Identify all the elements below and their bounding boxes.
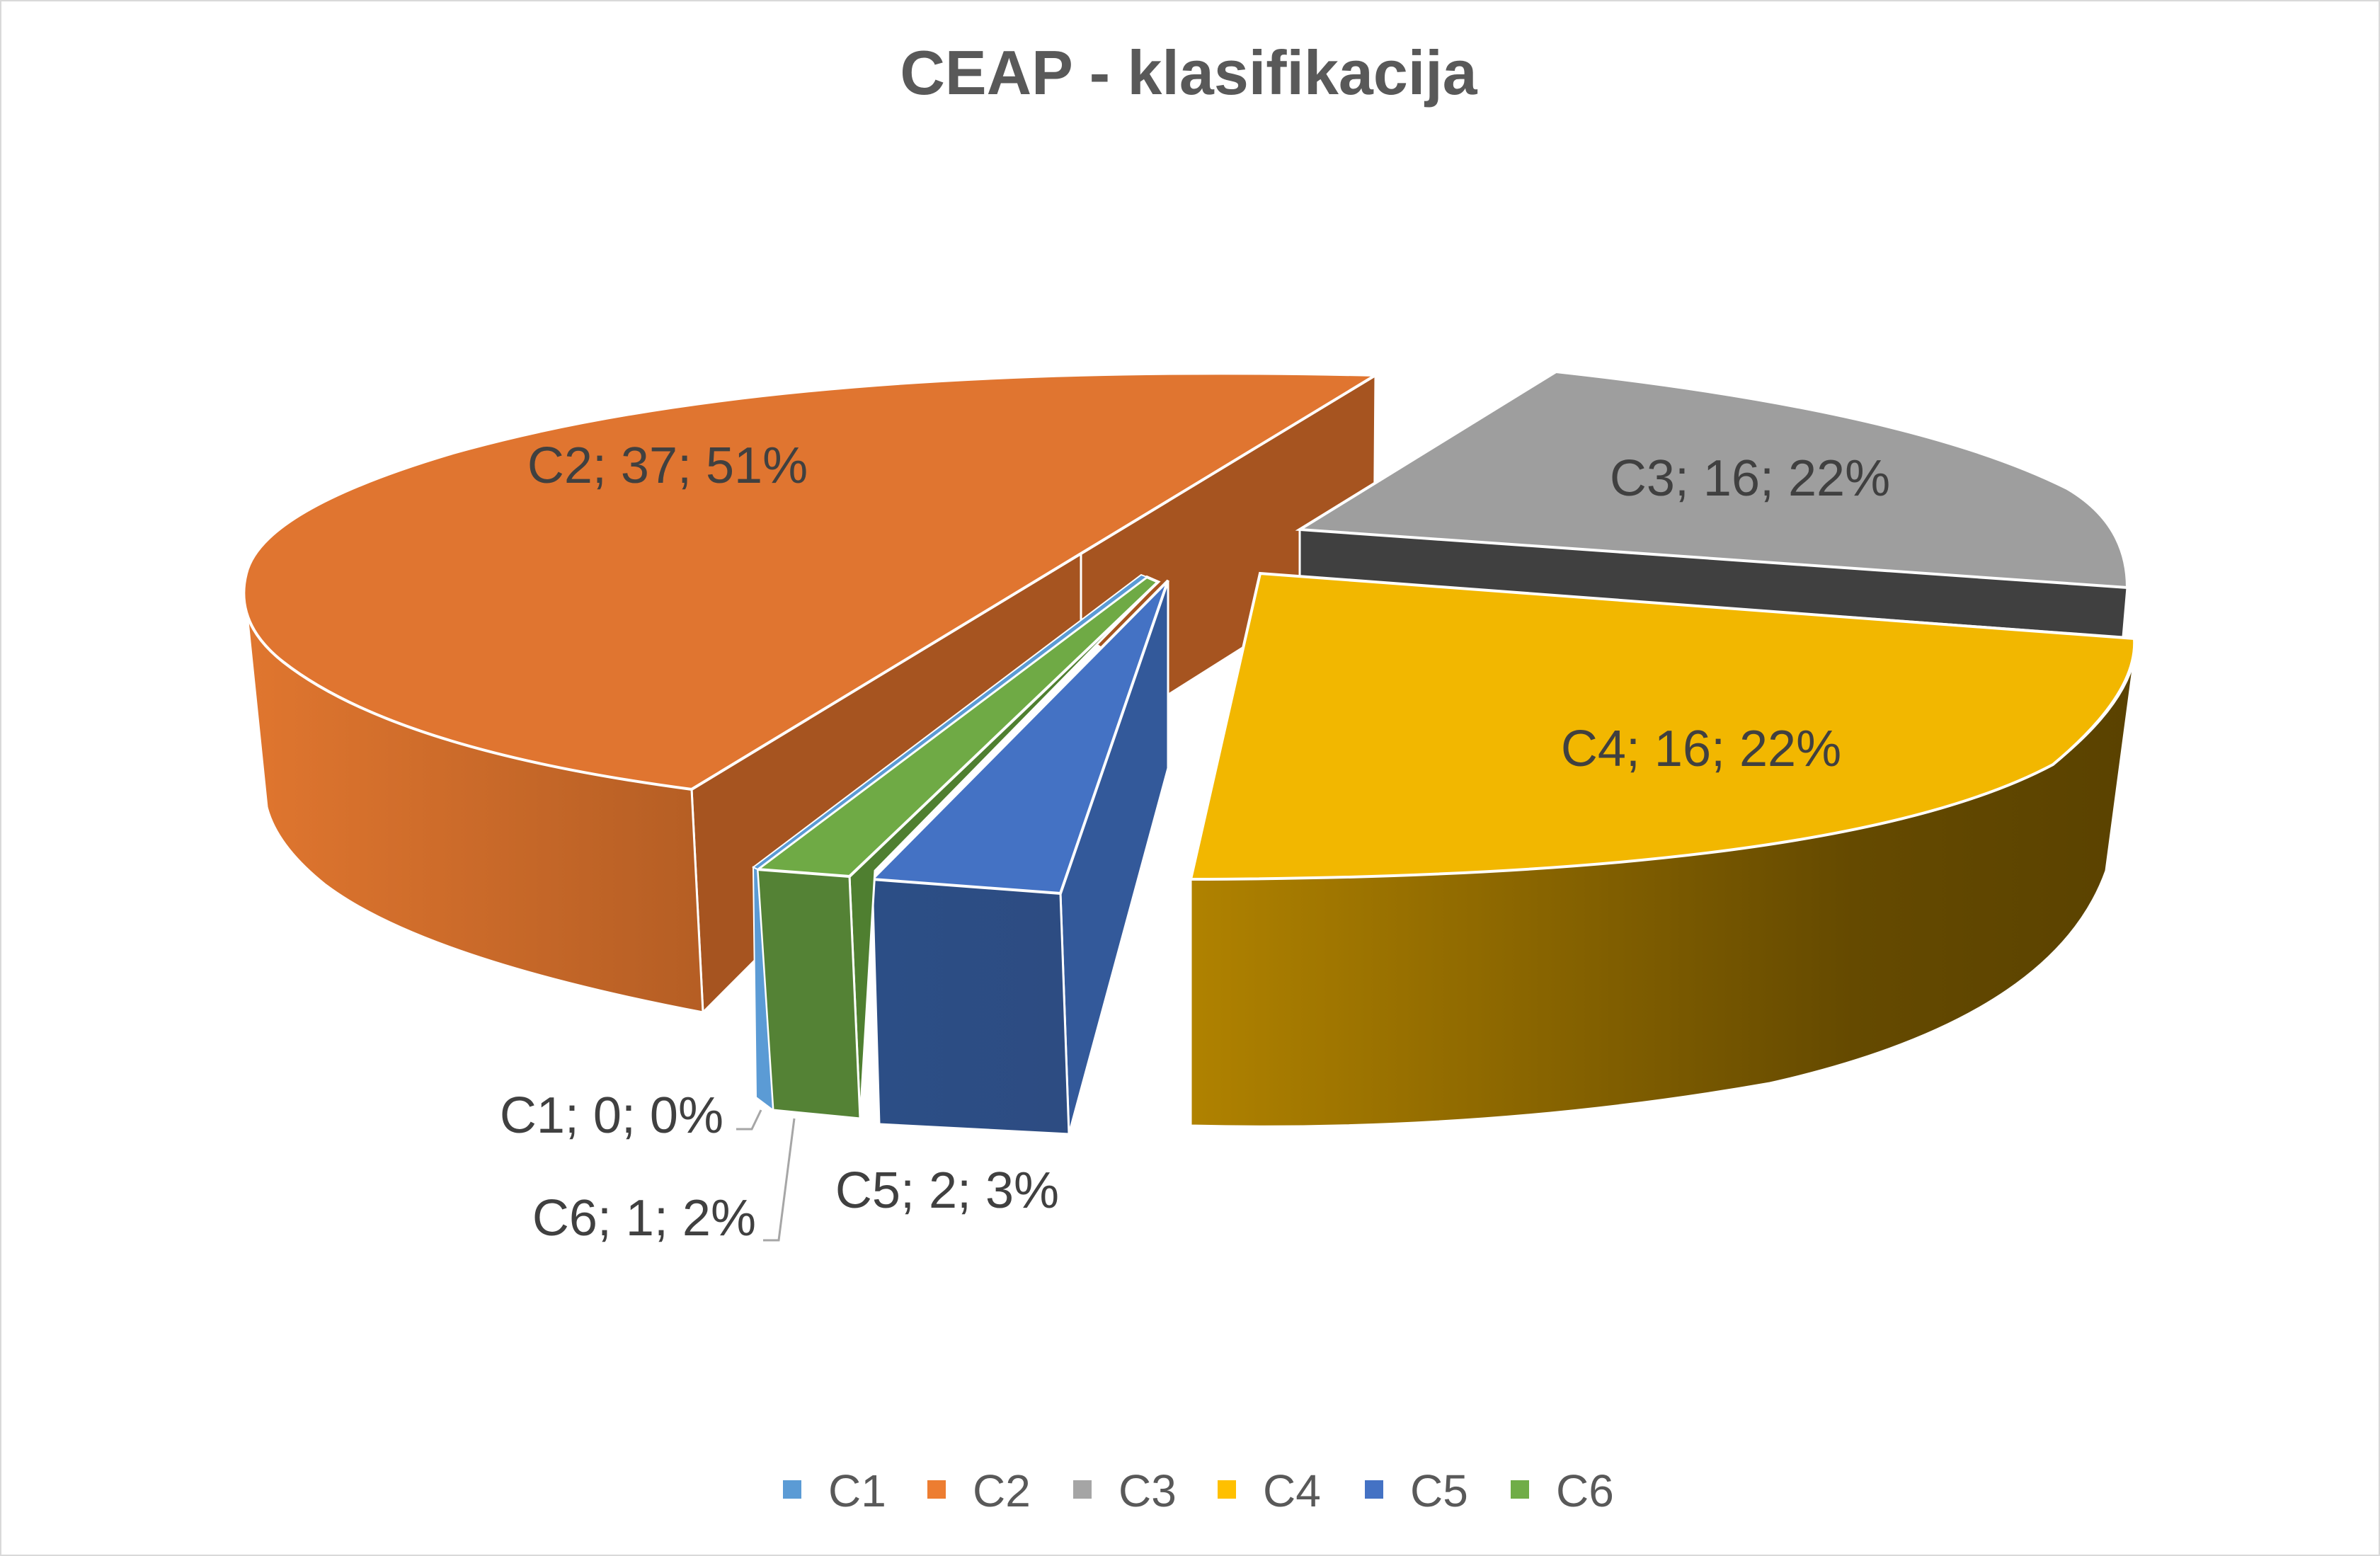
slice-c3-top	[1295, 370, 2129, 590]
slice-c5-top	[869, 579, 1169, 896]
legend-label-c5: C5	[1410, 1465, 1468, 1516]
legend-swatch-c5	[1365, 1480, 1383, 1499]
legend-swatch-c1	[783, 1480, 801, 1499]
legend-swatch-c3	[1073, 1480, 1092, 1499]
legend-label-c2: C2	[973, 1465, 1031, 1516]
legend-item-c3: C3	[1073, 1465, 1177, 1516]
slice-c5-front	[871, 878, 1070, 1135]
slice-c6-front	[756, 868, 862, 1120]
data-label-c4: C4; 16; 22%	[1561, 721, 1841, 777]
legend-label-c1: C1	[828, 1465, 886, 1516]
data-label-c2: C2; 37; 51%	[527, 437, 808, 494]
legend-label-c6: C6	[1556, 1465, 1614, 1516]
slice-c3	[1295, 370, 2129, 639]
data-label-c1: C1; 0; 0%	[500, 1087, 723, 1144]
slice-c1	[752, 573, 1149, 1112]
leader-line-c1	[736, 1109, 762, 1131]
chart-title: CEAP - klasifikacija	[900, 38, 1477, 108]
legend-label-c4: C4	[1263, 1465, 1321, 1516]
legend-item-c1: C1	[783, 1465, 886, 1516]
legend: C1 C2 C3 C4 C5 C6	[783, 1465, 1614, 1516]
slice-c4-top	[1189, 571, 2136, 881]
legend-label-c3: C3	[1119, 1465, 1177, 1516]
legend-swatch-c4	[1218, 1480, 1236, 1499]
legend-swatch-c6	[1511, 1480, 1529, 1499]
data-label-c6: C6; 1; 2%	[532, 1190, 756, 1247]
legend-item-c6: C6	[1511, 1465, 1614, 1516]
data-label-c3: C3; 16; 22%	[1610, 450, 1890, 507]
legend-item-c2: C2	[927, 1465, 1031, 1516]
slice-c2-top	[242, 372, 1380, 791]
data-label-c5: C5; 2; 3%	[835, 1162, 1059, 1219]
legend-item-c4: C4	[1218, 1465, 1321, 1516]
slice-c1-top	[752, 573, 1149, 871]
legend-swatch-c2	[927, 1480, 946, 1499]
slice-c5	[869, 579, 1169, 1135]
leader-line-c6	[763, 1118, 796, 1242]
legend-item-c5: C5	[1365, 1465, 1468, 1516]
slice-c6	[753, 575, 1161, 1120]
slice-c4	[1189, 571, 2136, 1128]
